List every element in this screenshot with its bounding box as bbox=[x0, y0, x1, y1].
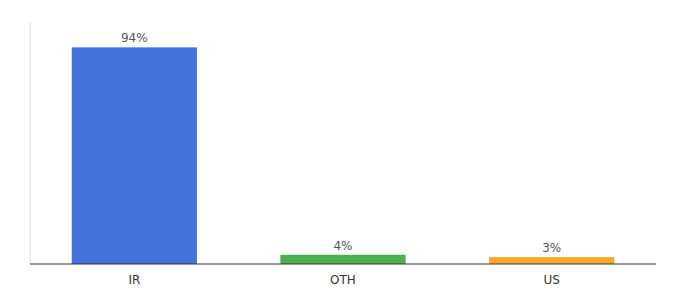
data-label: 94% bbox=[121, 31, 148, 45]
bar bbox=[489, 257, 614, 264]
data-label: 3% bbox=[542, 241, 561, 255]
x-axis-line bbox=[30, 264, 656, 265]
data-labels: 94% 4% 3% bbox=[121, 31, 561, 255]
x-tick-label: OTH bbox=[330, 273, 356, 287]
bars bbox=[72, 47, 615, 264]
chart-svg: 94% 4% 3% IR OTH US bbox=[0, 0, 680, 300]
x-tick-label: US bbox=[543, 273, 559, 287]
data-label: 4% bbox=[333, 239, 352, 253]
y-axis-line bbox=[30, 22, 31, 264]
x-tick-label: IR bbox=[128, 273, 140, 287]
bar bbox=[280, 255, 405, 264]
bar bbox=[72, 47, 197, 264]
chart-container: 94% 4% 3% IR OTH US bbox=[0, 0, 680, 300]
